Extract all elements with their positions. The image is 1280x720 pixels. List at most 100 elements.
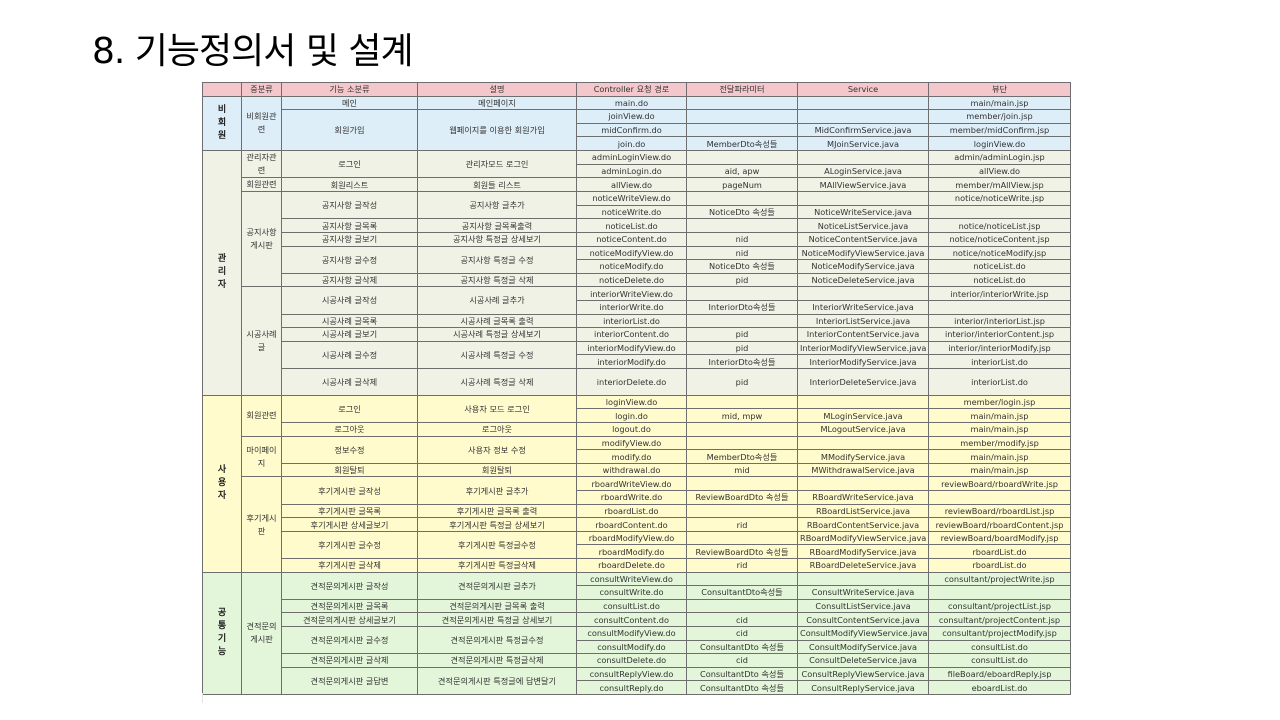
table-row: 견적문의게시판 글수정 견적문의게시판 특정글수정 consultModifyVie…	[202, 625, 1071, 655]
parameter: InteriorDto속성들	[686, 299, 798, 315]
view-target: member/login.jsp	[928, 394, 1071, 410]
function-description: 회원들 리스트	[417, 177, 577, 193]
service-class: NoticeModifyViewService.java	[797, 245, 929, 261]
view-target: reviewBoard/rboardWrite.jsp	[928, 476, 1071, 492]
function-description: 시공사례 글목록 출력	[417, 313, 577, 329]
controller-path: rboardModify.do	[576, 544, 687, 559]
parameter	[686, 503, 798, 519]
parameter	[686, 476, 798, 492]
service-class: RBoardModifyViewService.java	[797, 530, 929, 546]
function-description: 웹페이지를 이용한 회원가입	[417, 109, 577, 151]
function-name: 공지사항 글삭제	[281, 272, 418, 288]
service-class	[797, 95, 929, 111]
parameter: rid	[686, 517, 798, 532]
view-target: consultant/projectList.jsp	[928, 598, 1071, 614]
function-name: 견적문의게시판 글삭제	[281, 653, 418, 668]
table-row: 공지사항 글수정 공지사항 특정글 수정 noticeModifyView.do ni…	[202, 245, 1071, 274]
service-class: RBoardModifyService.java	[797, 544, 929, 559]
view-target	[928, 585, 1071, 600]
function-description: 후기게시판 특정글삭제	[417, 558, 577, 573]
parameter: aid, apw	[686, 163, 798, 179]
controller-path: consultDelete.do	[576, 653, 687, 668]
parameter	[686, 435, 798, 451]
parameter: InteriorDto속성들	[686, 354, 798, 369]
sub-category: 후기게시판	[241, 476, 282, 573]
parameter	[686, 571, 798, 587]
view-target: consultant/projectModify.jsp	[928, 625, 1071, 641]
function-description: 후기게시판 특정글 상세보기	[417, 517, 577, 532]
parameter: cid	[686, 653, 798, 668]
service-class	[797, 476, 929, 492]
function-description: 사용자 정보 수정	[417, 435, 577, 464]
service-class: RBoardListService.java	[797, 503, 929, 519]
view-target: interior/interiorWrite.jsp	[928, 286, 1071, 301]
view-target: interiorList.do	[928, 367, 1071, 396]
parameter	[686, 394, 798, 410]
major-category: 비회원	[202, 95, 242, 151]
function-description: 견적문의게시판 글목록 출력	[417, 598, 577, 614]
parameter	[686, 95, 798, 111]
view-target: noticeList.do	[928, 259, 1071, 274]
service-class: InteriorDeleteService.java	[797, 367, 929, 396]
view-target: member/modify.jsp	[928, 435, 1071, 451]
service-class: ALoginService.java	[797, 163, 929, 179]
sub-category: 비회원관련	[241, 95, 282, 151]
table-row: 시공사례글 시공사례 글작성 시공사례 글추가 interiorWriteView.d…	[202, 286, 1071, 396]
table-row: 비회원 비회원관련 메인 메인페이지 main.do main/main.jsp	[202, 95, 1071, 151]
parameter	[686, 109, 798, 124]
controller-path: interiorDelete.do	[576, 367, 687, 396]
parameter: pid	[686, 367, 798, 396]
service-class	[797, 571, 929, 587]
service-class: ConsultWriteService.java	[797, 585, 929, 600]
slide-title: 8. 기능정의서 및 설계	[92, 31, 414, 72]
table-row: 로그아웃 로그아웃 logout.do MLogoutService.java main…	[202, 422, 1071, 437]
controller-path: rboardModifyView.do	[576, 530, 687, 546]
function-description: 공지사항 글목록출력	[417, 218, 577, 233]
function-description: 견적문의게시판 특정글수정	[417, 625, 577, 655]
table-row: consultWrite.do ConsultantDto속성들 ConsultWr…	[202, 585, 1071, 600]
function-description: 사용자 모드 로그인	[417, 394, 577, 424]
function-description: 회원탈퇴	[417, 462, 577, 478]
function-name: 후기게시판 글목록	[281, 503, 418, 519]
function-name: 로그인	[281, 394, 418, 424]
function-description: 공지사항 특정글 상세보기	[417, 231, 577, 247]
function-description: 시공사례 글추가	[417, 286, 577, 315]
service-class	[797, 435, 929, 451]
parameter	[686, 149, 798, 165]
parameter	[686, 122, 798, 138]
major-category: 관리자	[202, 149, 242, 396]
function-name: 시공사례 글작성	[281, 286, 418, 315]
column-header: 중분류	[241, 82, 282, 97]
controller-path: consultContent.do	[576, 612, 687, 627]
table-row: 시공사례 글목록 시공사례 글목록 출력 interiorList.do Interi…	[202, 313, 1071, 329]
function-name: 회원리스트	[281, 177, 418, 193]
view-target: loginView.do	[928, 136, 1071, 151]
parameter: pageNum	[686, 177, 798, 193]
function-spec-table: 중분류 기능 소분류 설명 Controller 요청 경로 전달파라미터 Service…	[202, 82, 1071, 695]
function-name: 공지사항 글보기	[281, 231, 418, 247]
service-class: NoticeModifyService.java	[797, 259, 929, 274]
controller-path: rboardWriteView.do	[576, 476, 687, 492]
function-name: 공지사항 글수정	[281, 245, 418, 274]
function-name: 후기게시판 글삭제	[281, 558, 418, 573]
table-row: 회원관련 회원리스트 회원들 리스트 allView.do pageNum MAllVie…	[202, 177, 1071, 193]
controller-path: consultWrite.do	[576, 585, 687, 600]
controller-path: midConfirm.do	[576, 122, 687, 138]
view-target	[928, 204, 1071, 220]
parameter: nid	[686, 245, 798, 261]
header-row: 중분류 기능 소분류 설명 Controller 요청 경로 전달파라미터 Service…	[202, 82, 1071, 97]
table-row: join.do MemberDto속성들 MJoinService.java logi…	[202, 136, 1071, 151]
service-class: NoticeListService.java	[797, 218, 929, 233]
view-target: interior/interiorContent.jsp	[928, 327, 1071, 342]
controller-path: interiorModifyView.do	[576, 340, 687, 356]
controller-path: consultModifyView.do	[576, 625, 687, 641]
controller-path: interiorWriteView.do	[576, 286, 687, 301]
column-header: 뷰단	[928, 82, 1071, 97]
parameter	[686, 218, 798, 233]
column-header: Controller 요청 경로	[576, 82, 687, 97]
service-class	[797, 191, 929, 206]
function-name: 견적문의게시판 글답변	[281, 666, 418, 695]
parameter: cid	[686, 612, 798, 627]
function-description: 시공사례 특정글 수정	[417, 340, 577, 369]
major-category: 공통기능	[202, 571, 242, 695]
